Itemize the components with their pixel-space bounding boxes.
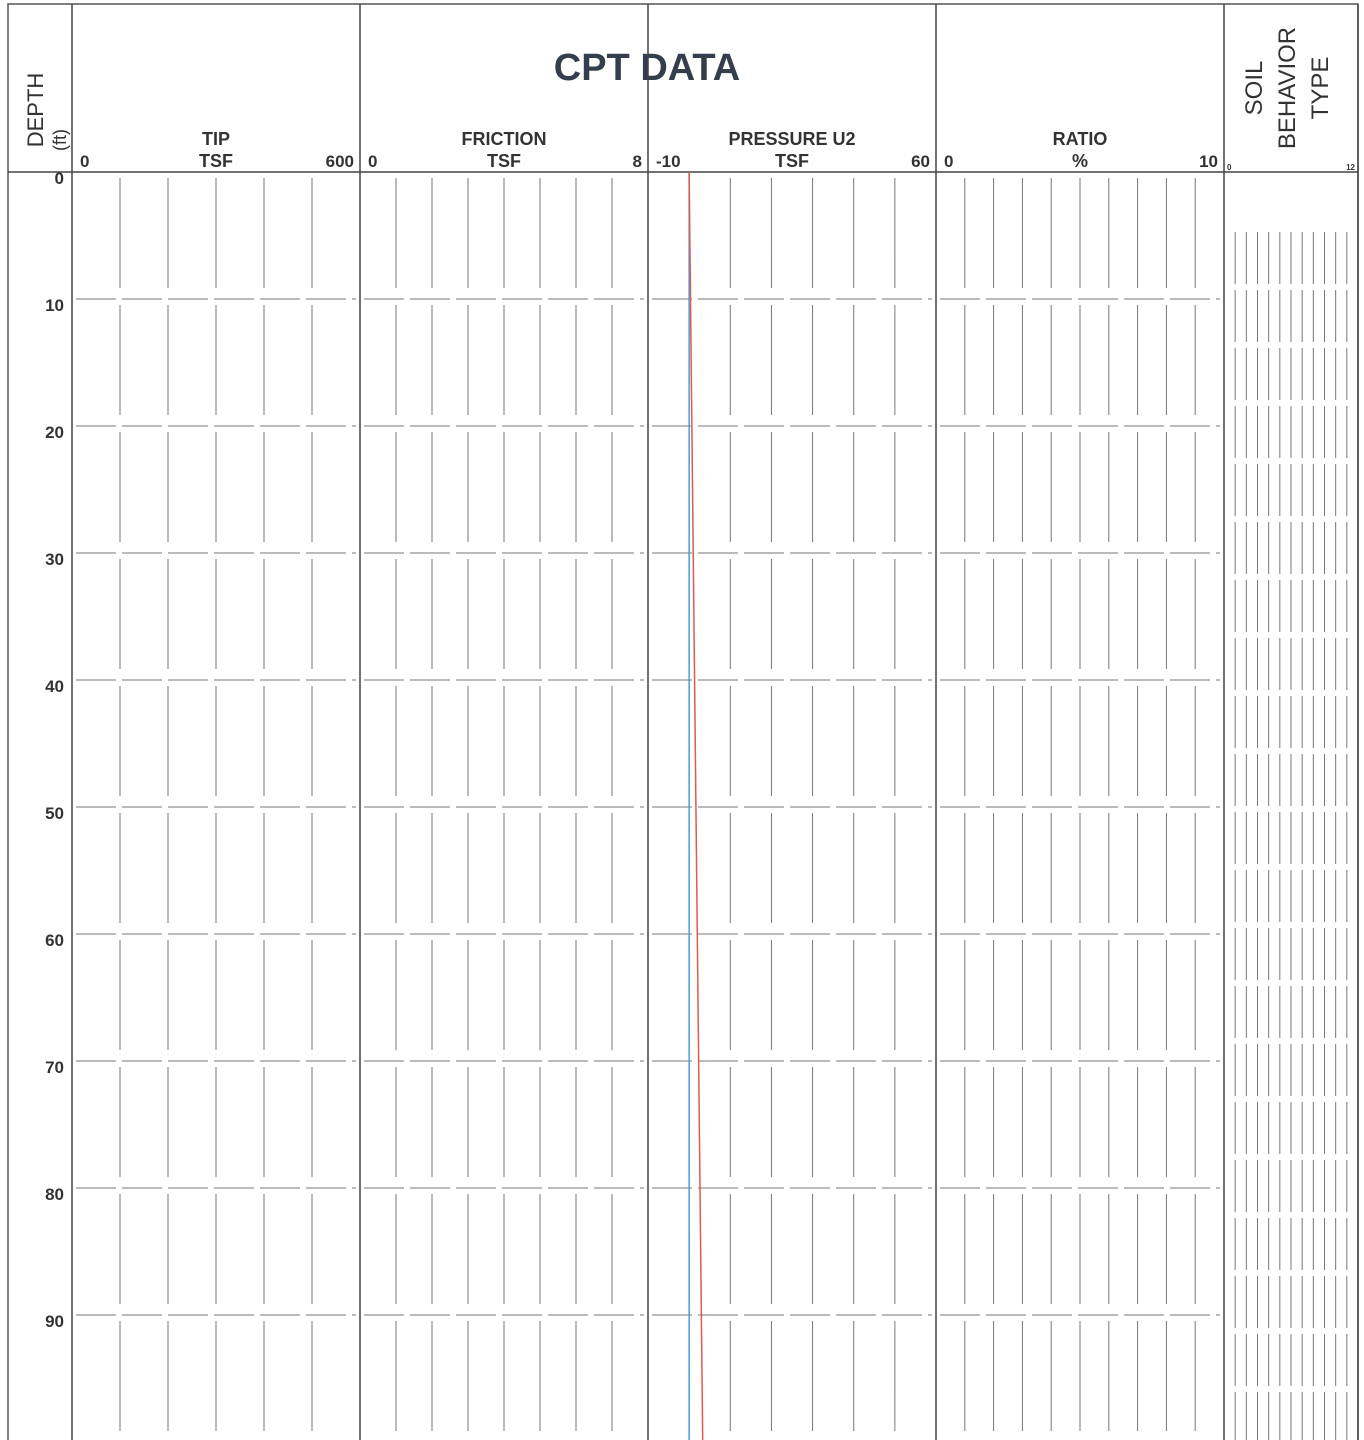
depth-tick-label: 80: [45, 1185, 64, 1204]
x-tick-label: 8: [633, 152, 642, 171]
depth-tick-label: 70: [45, 1058, 64, 1077]
panel-title: BEHAVIOR: [1274, 27, 1301, 149]
panel-title: TYPE: [1307, 57, 1334, 120]
x-tick-label: 0: [368, 152, 377, 171]
pressure-line: [688, 171, 704, 1440]
panel-title: SOIL: [1241, 61, 1268, 116]
depth-tick-label: 20: [45, 423, 64, 442]
panel-title: PRESSURE U2: [728, 129, 855, 149]
title: CPT DATA: [554, 47, 740, 89]
panel-title: RATIO: [1053, 129, 1108, 149]
panel-unit: %: [1072, 151, 1088, 171]
x-tick-label: 0: [80, 152, 89, 171]
panel-unit: TSF: [775, 151, 809, 171]
x-tick-label: 10: [1199, 152, 1218, 171]
x-tick-label: 600: [326, 152, 354, 171]
depth-unit: (ft): [50, 129, 70, 151]
x-tick-label: 60: [911, 152, 930, 171]
depth-tick-label: 0: [55, 169, 64, 188]
panel-unit: TSF: [199, 151, 233, 171]
x-tick-label: 12: [1346, 163, 1355, 172]
depth-label: DEPTH: [23, 73, 48, 148]
x-tick-label: 0: [944, 152, 953, 171]
panel-unit: TSF: [487, 151, 521, 171]
x-tick-label: -10: [656, 152, 681, 171]
depth-tick-label: 40: [45, 677, 64, 696]
depth-tick-label: 50: [45, 804, 64, 823]
depth-tick-label: 30: [45, 550, 64, 569]
depth-tick-label: 60: [45, 931, 64, 950]
x-tick-label: 0: [1227, 163, 1232, 172]
panel-title: TIP: [202, 129, 230, 149]
depth-tick-label: 90: [45, 1312, 64, 1331]
frame: [7, 3, 1359, 1440]
panel-title: FRICTION: [462, 129, 547, 149]
depth-tick-label: 10: [45, 296, 64, 315]
